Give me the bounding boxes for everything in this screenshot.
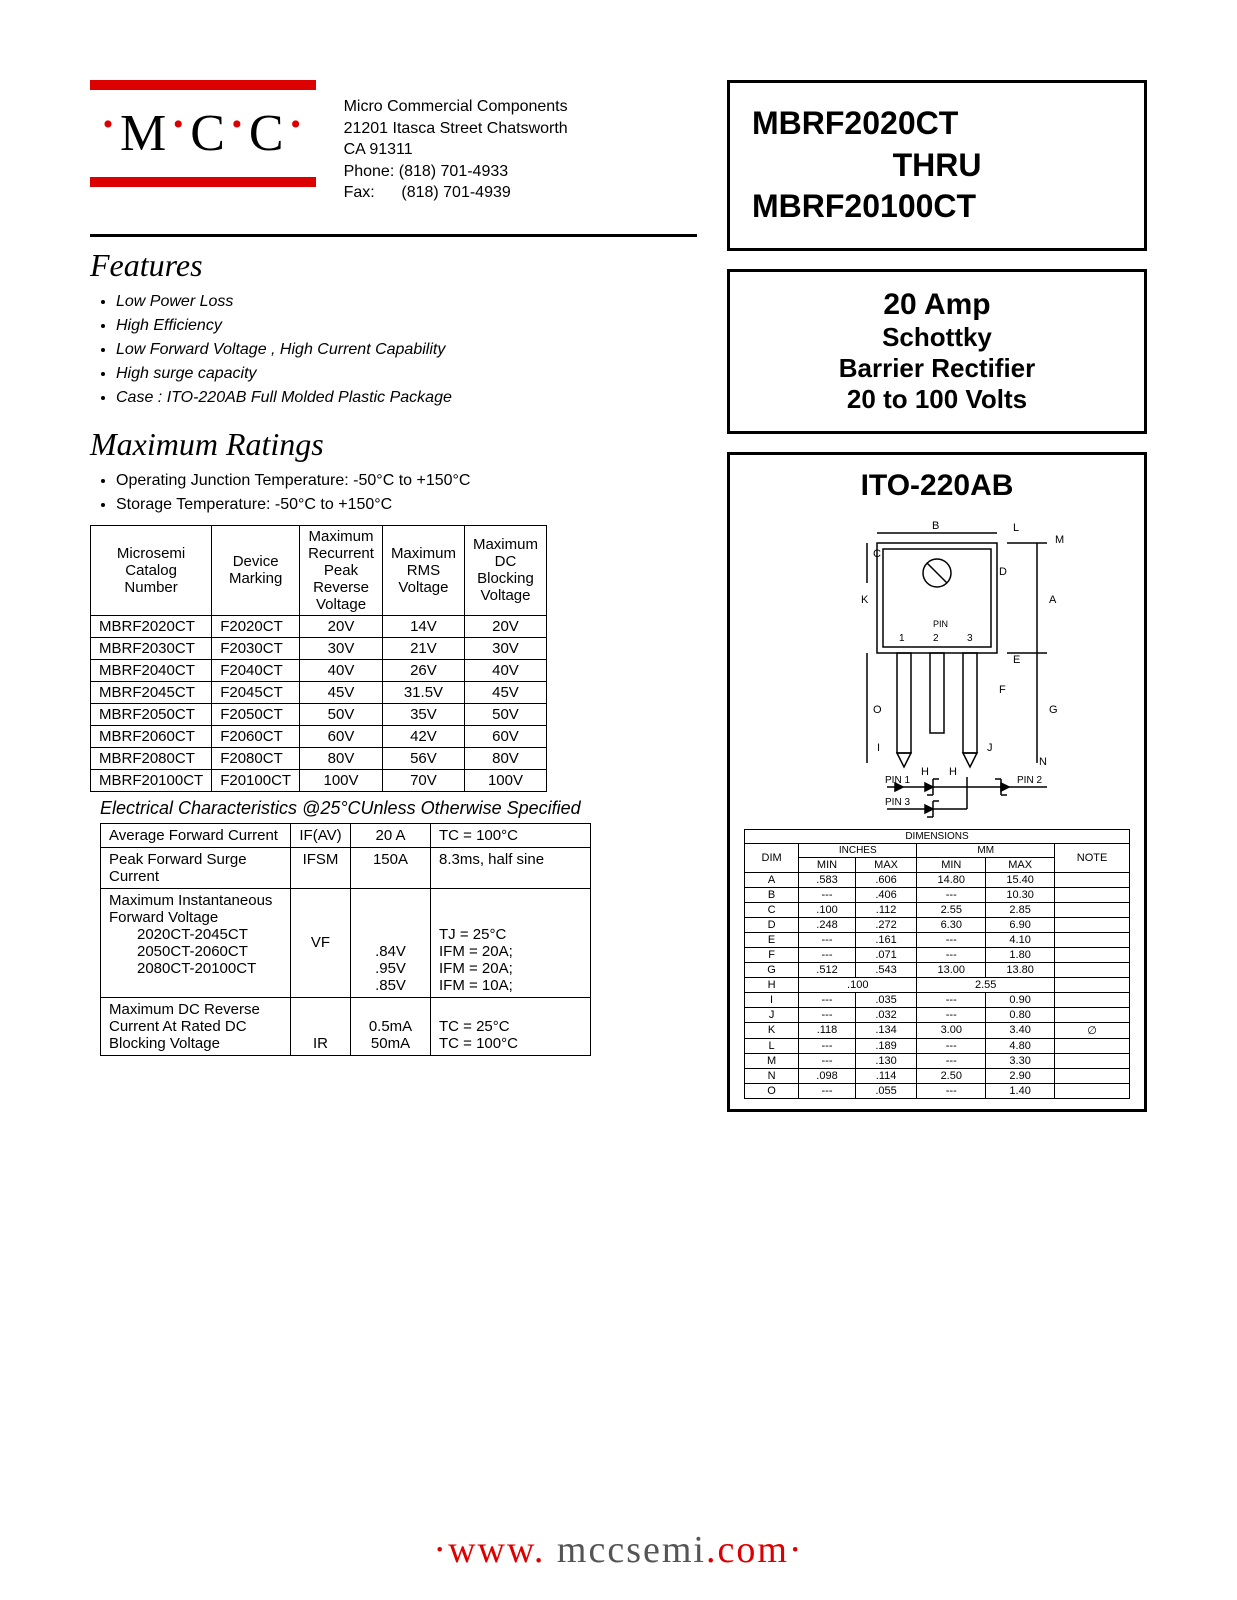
dim-row: J---.032---0.80	[745, 1007, 1130, 1022]
svg-text:M: M	[1055, 534, 1064, 546]
svg-text:L: L	[1013, 522, 1019, 534]
svg-text:C: C	[873, 548, 881, 560]
part-title-box: MBRF2020CT THRU MBRF20100CT	[727, 80, 1147, 251]
svg-text:N: N	[1039, 756, 1047, 768]
svg-text:PIN 2: PIN 2	[1017, 775, 1042, 786]
svg-text:H: H	[921, 766, 929, 778]
dim-row: I---.035---0.90	[745, 992, 1130, 1007]
dim-row: M---.130---3.30	[745, 1053, 1130, 1068]
features-heading: Features	[90, 247, 697, 284]
footer-url: ·www. mccsemi.com·	[0, 1528, 1237, 1572]
ratings-row: MBRF2040CTF2040CT40V26V40V	[91, 659, 547, 681]
svg-text:K: K	[861, 594, 869, 606]
dim-row: O---.055---1.40	[745, 1083, 1130, 1098]
ratings-row: MBRF2050CTF2050CT50V35V50V	[91, 703, 547, 725]
company-address: Micro Commercial Components 21201 Itasca…	[344, 96, 568, 204]
dim-row: F---.071---1.80	[745, 947, 1130, 962]
feature-item: High Efficiency	[116, 314, 697, 338]
dim-row: H.1002.55	[745, 977, 1130, 992]
ratings-row: MBRF2030CTF2030CT30V21V30V	[91, 637, 547, 659]
svg-text:D: D	[999, 566, 1007, 578]
svg-text:1: 1	[899, 633, 905, 644]
svg-text:H: H	[949, 766, 957, 778]
maxratings-heading: Maximum Ratings	[90, 426, 697, 463]
maxrating-item: Storage Temperature: -50°C to +150°C	[116, 493, 697, 517]
svg-text:PIN: PIN	[933, 619, 948, 629]
dimensions-table: DIMENSIONS DIM INCHES MM NOTE MINMAX MIN…	[744, 829, 1130, 1099]
maxrating-item: Operating Junction Temperature: -50°C to…	[116, 469, 697, 493]
svg-text:2: 2	[933, 633, 939, 644]
spec-box: 20 Amp Schottky Barrier Rectifier 20 to …	[727, 269, 1147, 434]
ec-title: Electrical Characteristics @25°CUnless O…	[100, 798, 697, 819]
feature-item: Low Power Loss	[116, 290, 697, 314]
dim-row: A.583.60614.8015.40	[745, 872, 1130, 887]
dim-row: E---.161---4.10	[745, 932, 1130, 947]
electrical-characteristics-table: Average Forward Current IF(AV) 20 A TC =…	[100, 823, 591, 1056]
svg-text:J: J	[987, 742, 993, 754]
mcc-logo: ·M·C·C·	[90, 80, 316, 187]
feature-item: Case : ITO-220AB Full Molded Plastic Pac…	[116, 386, 697, 410]
ratings-row: MBRF2045CTF2045CT45V31.5V45V	[91, 681, 547, 703]
ratings-row: MBRF2080CTF2080CT80V56V80V	[91, 747, 547, 769]
svg-text:G: G	[1049, 704, 1058, 716]
package-box: ITO-220AB	[727, 452, 1147, 1112]
svg-text:PIN 1: PIN 1	[885, 775, 910, 786]
feature-item: Low Forward Voltage , High Current Capab…	[116, 338, 697, 362]
svg-text:PIN 3: PIN 3	[885, 797, 910, 808]
svg-text:F: F	[999, 684, 1006, 696]
ratings-table: MicrosemiCatalogNumberDeviceMarkingMaxim…	[90, 525, 547, 792]
dim-row: B---.406---10.30	[745, 887, 1130, 902]
dim-row: C.100.1122.552.85	[745, 902, 1130, 917]
dim-row: L---.189---4.80	[745, 1038, 1130, 1053]
svg-text:E: E	[1013, 654, 1020, 666]
ratings-row: MBRF2060CTF2060CT60V42V60V	[91, 725, 547, 747]
svg-text:I: I	[877, 742, 880, 754]
svg-text:O: O	[873, 704, 882, 716]
dim-row: D.248.2726.306.90	[745, 917, 1130, 932]
features-list: Low Power LossHigh EfficiencyLow Forward…	[90, 290, 697, 410]
svg-text:A: A	[1049, 594, 1057, 606]
svg-text:3: 3	[967, 633, 973, 644]
ratings-row: MBRF20100CTF20100CT100V70V100V	[91, 769, 547, 791]
dim-row: G.512.54313.0013.80	[745, 962, 1130, 977]
ratings-row: MBRF2020CTF2020CT20V14V20V	[91, 615, 547, 637]
dim-row: K.118.1343.003.40∅	[745, 1022, 1130, 1038]
feature-item: High surge capacity	[116, 362, 697, 386]
svg-text:B: B	[932, 520, 939, 532]
package-drawing: B C D K A L M PIN 1 2 3 E F G O I J	[777, 513, 1097, 823]
dim-row: N.098.1142.502.90	[745, 1068, 1130, 1083]
maxratings-list: Operating Junction Temperature: -50°C to…	[90, 469, 697, 517]
